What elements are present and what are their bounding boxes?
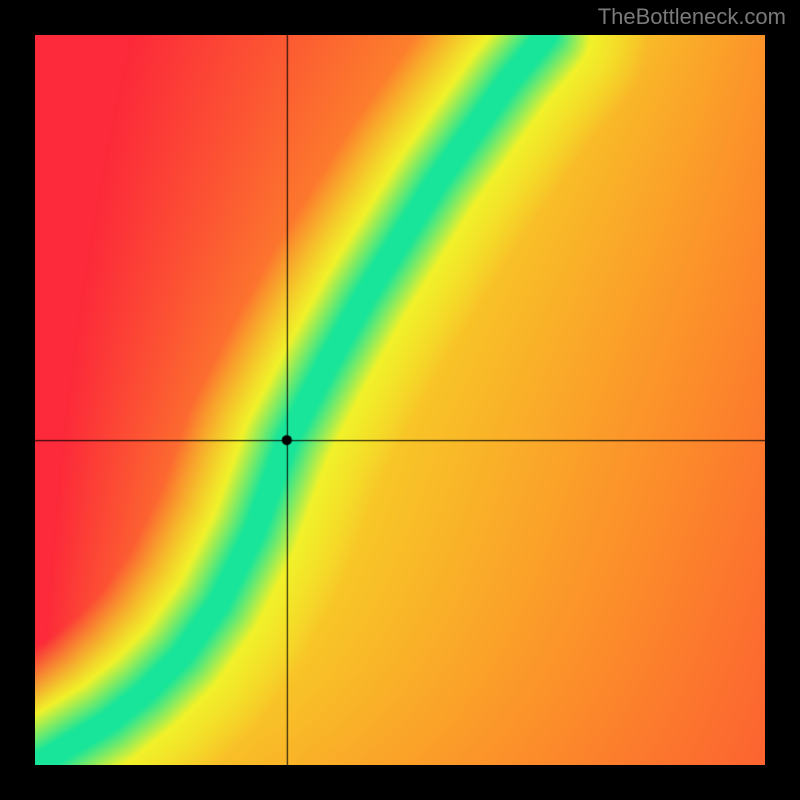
heatmap-canvas — [35, 35, 765, 765]
watermark-text: TheBottleneck.com — [598, 4, 786, 30]
heatmap-plot — [35, 35, 765, 765]
